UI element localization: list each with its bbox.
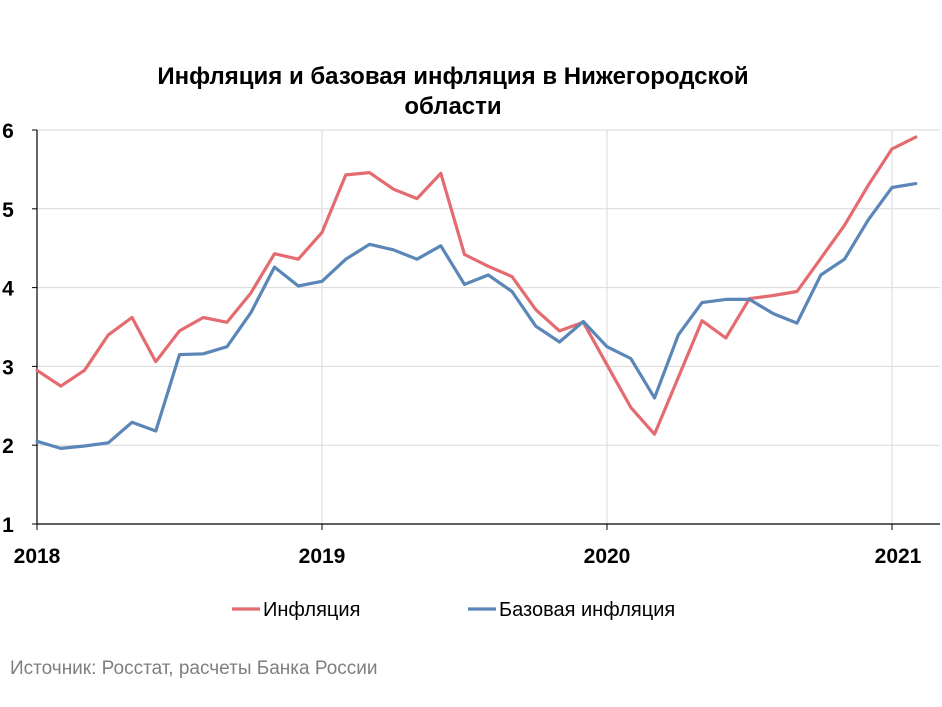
y-tick-label-1: 1: [2, 514, 14, 537]
y-tick-label-6: 6: [2, 120, 14, 143]
x-tick-label-2019: 2019: [299, 545, 346, 568]
y-tick-label-2: 2: [2, 435, 14, 458]
legend-label-core-inflation: Базовая инфляция: [499, 599, 675, 621]
legend-label-inflation: Инфляция: [263, 599, 360, 621]
y-tick-label-4: 4: [2, 278, 14, 301]
axes: [32, 129, 940, 530]
source-note: Источник: Росстат, расчеты Банка России: [10, 658, 378, 679]
legend: Инфляция Базовая инфляция: [232, 599, 675, 621]
chart-title-line-1: Инфляция и базовая инфляция в Нижегородс…: [157, 63, 748, 90]
x-tick-label-2018: 2018: [14, 545, 61, 568]
x-tick-label-2021: 2021: [875, 545, 922, 568]
x-tick-labels: 2018 2019 2020 2021: [14, 545, 922, 568]
y-tick-label-3: 3: [2, 356, 14, 379]
series-lines: [35, 135, 918, 450]
y-tick-labels: 1 2 3 4 5 6: [2, 120, 14, 537]
chart-title-line-2: области: [404, 93, 501, 120]
x-tick-label-2020: 2020: [584, 545, 631, 568]
series-line-core-inflation: [35, 182, 918, 450]
gridlines: [37, 129, 940, 524]
y-tick-label-5: 5: [2, 199, 14, 222]
series-line-inflation: [35, 135, 918, 436]
